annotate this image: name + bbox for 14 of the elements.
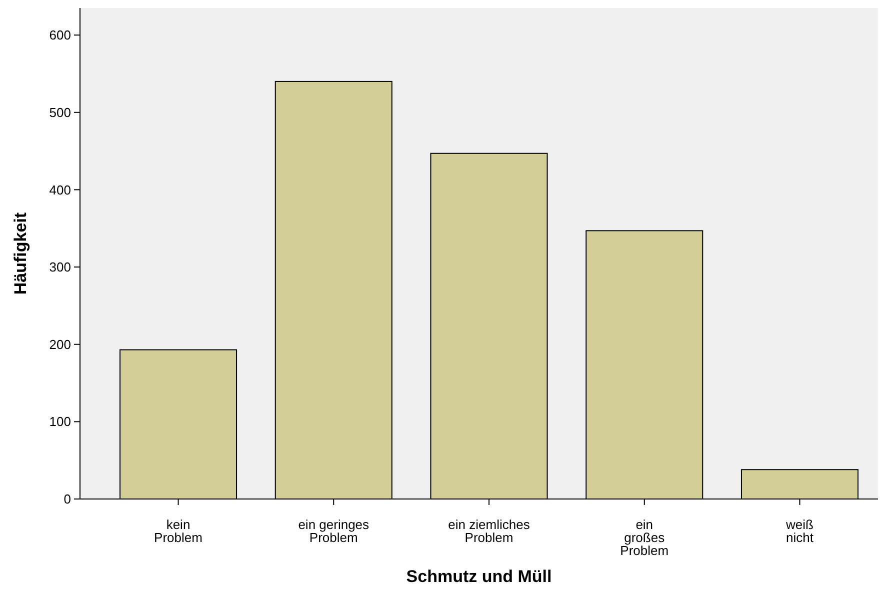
y-tick-label: 400 — [49, 182, 71, 198]
y-axis-title: Häufigkeit — [11, 212, 30, 295]
x-tick-label: ein geringes Problem — [298, 517, 370, 545]
x-tick-label: ein ziemliches Problem — [448, 517, 530, 545]
y-tick-label: 300 — [49, 260, 71, 275]
y-tick-label: 200 — [49, 336, 71, 352]
x-tick-label: ein großes Problem — [620, 517, 669, 558]
y-tick-label: 600 — [49, 28, 71, 43]
x-tick-label: kein Problem — [154, 517, 202, 545]
y-tick-label: 0 — [64, 492, 71, 507]
y-tick-label: 500 — [49, 104, 71, 120]
x-tick-label: weiß nicht — [785, 517, 814, 545]
y-tick-label: 100 — [49, 414, 71, 430]
x-axis-title: Schmutz und Müll — [406, 567, 552, 586]
